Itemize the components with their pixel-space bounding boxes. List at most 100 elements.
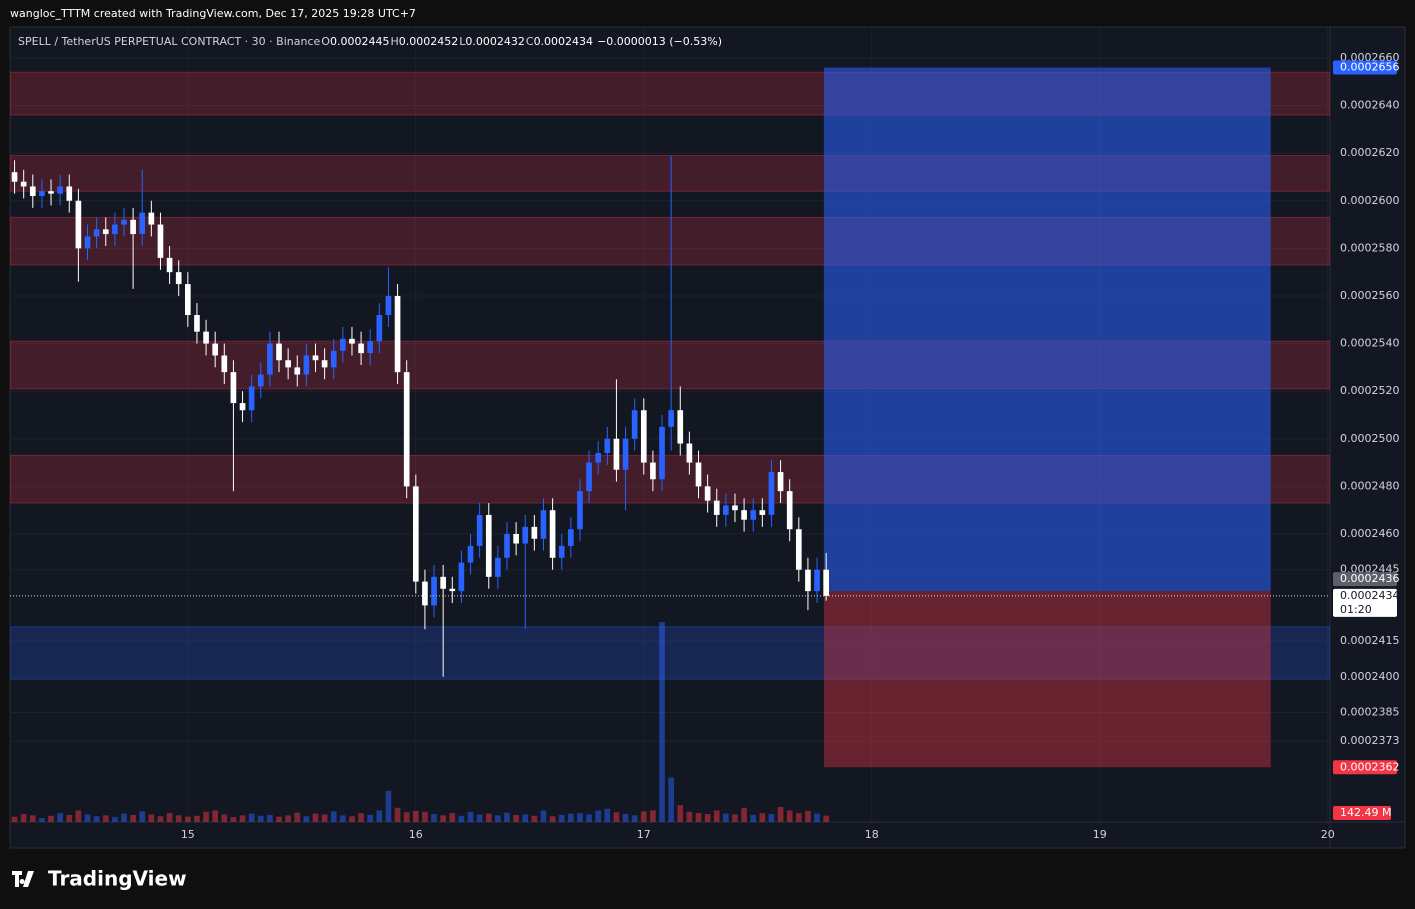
candle-body [805,569,811,592]
candle-body [759,510,766,515]
y-tick-label: 0.0002640 [1340,99,1400,112]
symbol: SPELL / TetherUS PERPETUAL CONTRACT · 30… [18,35,321,48]
volume-bar [814,813,820,822]
candle-body [48,191,54,194]
volume-bar [175,815,182,822]
volume-tag-box [1333,806,1391,820]
candle-body [449,588,456,592]
entry-price-tag: 0.0002436 [1340,572,1400,585]
position-target-zone [823,67,1271,592]
volume-bar [659,622,665,822]
volume-bar [376,810,383,822]
volume-bar [622,814,629,822]
candle-body [376,315,383,342]
volume-bar [184,816,191,822]
candle-body [285,360,291,368]
volume-bar [349,816,355,822]
volume-bar [239,815,246,822]
ohlc-letter: H [390,35,398,48]
volume-bar [385,790,392,822]
volume-bar [522,814,529,822]
ohlc-value: 0.0002452 [399,35,459,48]
volume-bar [29,815,36,822]
y-tick-label: 0.0002480 [1340,479,1400,492]
candle-body [221,355,228,373]
candle-body [531,526,538,539]
volume-bar [230,817,237,822]
candle-body [595,453,602,463]
x-tick-label: 20 [1321,828,1335,841]
candle-body [203,331,209,344]
candle-body [66,186,73,201]
volume-bar [194,815,200,822]
ohlc-value: 0.0002434 [534,35,594,48]
y-tick-label: 0.0002540 [1340,337,1400,350]
volume-bar [650,810,656,822]
y-tick-label: 0.0002560 [1340,289,1400,302]
candle-body [39,191,45,196]
y-tick-label: 0.0002385 [1340,706,1400,719]
volume-bar [93,816,100,822]
last-price-tag: 0.0002434 [1340,589,1400,602]
volume-bar [823,815,829,822]
volume-bar [431,814,437,822]
y-tick-label: 0.0002460 [1340,527,1400,540]
y-tick-label: 0.0002373 [1340,734,1400,747]
candle-body [513,533,519,544]
candle-body [139,212,146,235]
candle-body [303,355,310,375]
volume-bar [139,811,146,822]
candle-body [431,576,437,606]
candle-body [175,272,182,285]
candle-body [321,360,328,368]
volume-bar [777,806,784,822]
candle-body [467,545,474,563]
candle-body [385,295,392,316]
candle-body [713,500,720,515]
volume-bar [276,816,282,822]
ohlc-value: 0.0002445 [330,35,390,48]
x-tick-label: 15 [181,828,195,841]
ohlc-letter: O [321,35,330,48]
volume-bar [723,813,729,822]
volume-bar [513,814,519,822]
volume-bar [713,810,720,822]
candle-body [11,172,18,182]
candle-body [130,219,136,235]
candle-body [568,529,574,546]
entry-price-tag-box [1333,572,1397,587]
candle-body [330,350,337,368]
change: −0.0000013 (−0.53%) [597,35,722,48]
target-price-tag-box [1333,60,1397,75]
candle-body [549,510,556,558]
volume-bar [604,808,611,822]
candle-body [604,438,611,454]
y-tick-label: 0.0002400 [1340,670,1400,683]
volume-tag: 142.49 M [1340,806,1391,819]
volume-bar [321,814,328,822]
volume-bar [795,813,802,822]
candle-body [723,505,729,515]
candle-body [157,224,164,258]
candle-body [394,295,401,373]
candle-body [194,315,200,332]
candle-body [750,510,757,520]
candle-body [558,545,565,558]
y-tick-label: 0.0002500 [1340,432,1400,445]
logo-icon [12,871,34,887]
overlay: 0.00026600.00026400.00026200.00026000.00… [18,35,1400,841]
volume-bar [403,812,410,822]
candle-body [239,403,246,411]
volume-bar [248,813,255,822]
candle-body [29,186,36,196]
volume-bar [586,814,592,822]
volume-bar [112,817,118,822]
volume-bar [686,811,693,822]
volume-bar [750,814,757,822]
volume-bar [786,810,793,822]
volume-bar [449,813,456,822]
x-tick-label: 16 [409,828,423,841]
candle-body [75,200,82,249]
candle-body [613,438,620,470]
